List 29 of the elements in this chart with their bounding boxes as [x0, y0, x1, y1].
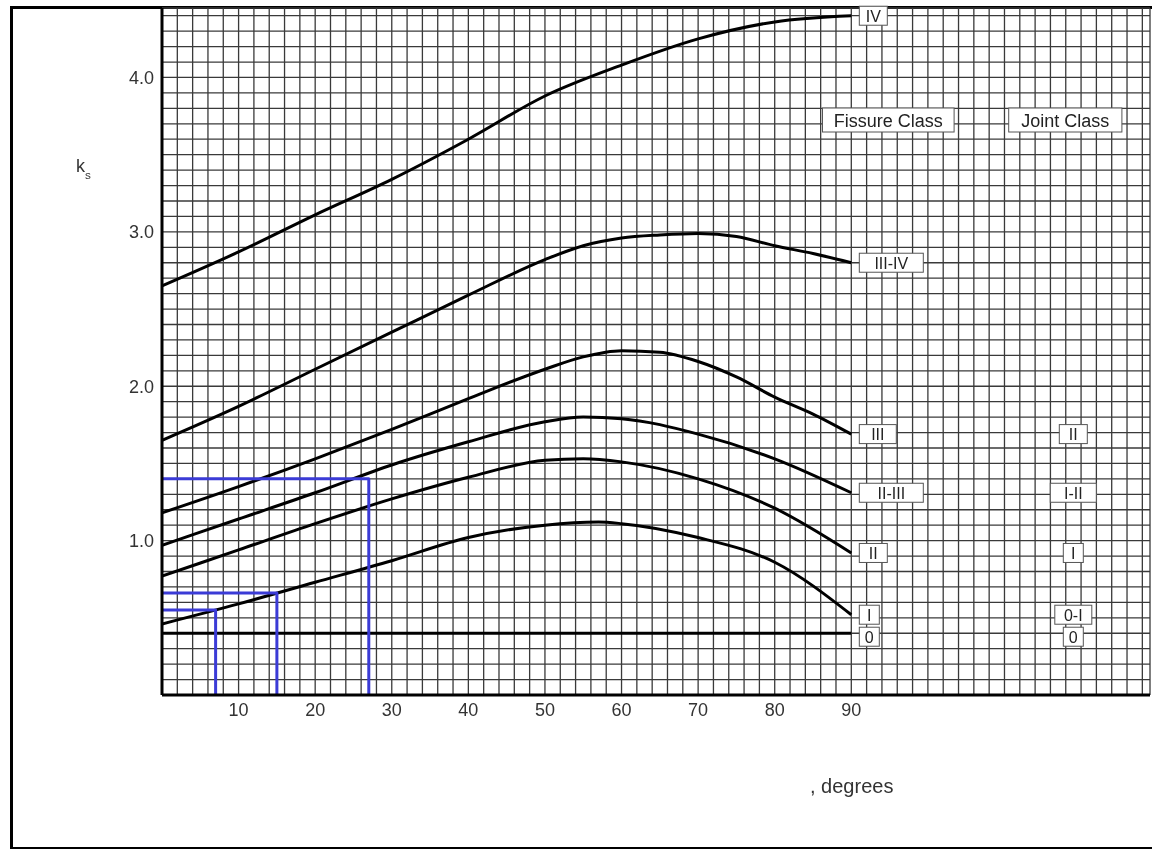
annotation: 0: [1068, 628, 1078, 646]
annotation: Fissure Class: [833, 111, 943, 131]
x-tick-label: 40: [458, 699, 479, 720]
x-tick-label: 90: [841, 699, 862, 720]
series-label: I: [867, 606, 872, 624]
annotation: II: [1068, 426, 1078, 444]
y-tick-label: 3.0: [128, 222, 154, 243]
series-label: III-IV: [874, 254, 909, 272]
annotation: Joint Class: [1021, 111, 1110, 131]
series-label: II: [868, 544, 878, 562]
series-label: 0: [864, 628, 874, 646]
x-tick-label: 10: [228, 699, 249, 720]
series-label: III: [871, 426, 885, 444]
y-tick-label: 4.0: [128, 67, 154, 88]
x-tick-label: 80: [764, 699, 785, 720]
x-tick-label: 50: [534, 699, 555, 720]
series-label: II-III: [877, 484, 906, 502]
annotation: I: [1071, 544, 1076, 562]
x-tick-label: 20: [305, 699, 326, 720]
annotation: 0-I: [1063, 606, 1083, 624]
y-tick-label: 2.0: [128, 376, 154, 397]
y-axis-title: k$_{s}$: [76, 156, 91, 181]
series-label: IV: [865, 7, 882, 25]
annotation: I-II: [1063, 484, 1083, 502]
x-tick-label: 30: [381, 699, 402, 720]
x-tick-label: 70: [688, 699, 709, 720]
x-tick-label: 60: [611, 699, 632, 720]
y-tick-label: 1.0: [128, 531, 154, 552]
x-axis-title: , degrees: [810, 775, 894, 797]
